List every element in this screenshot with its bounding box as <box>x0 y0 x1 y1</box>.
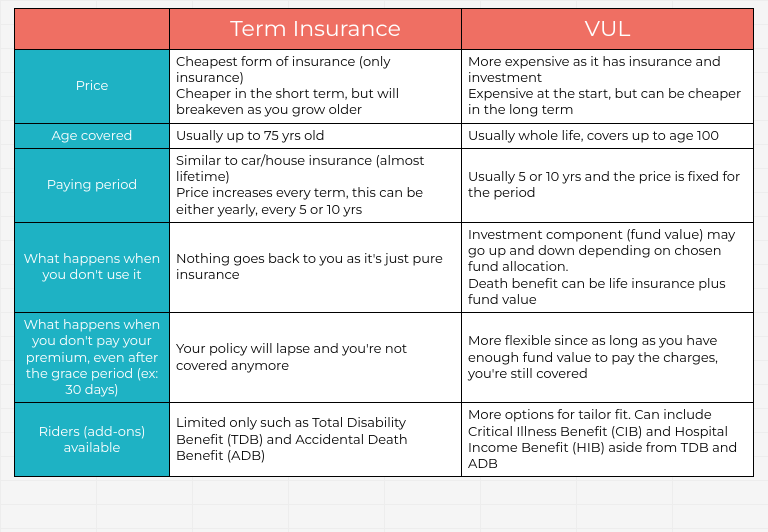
header-blank-cell <box>15 9 170 50</box>
row-label-age: Age covered <box>15 123 170 148</box>
row-label-nonpayment: What happens when you don't pay your pre… <box>15 313 170 403</box>
cell-paying-vul: Usually 5 or 10 yrs and the price is fix… <box>462 148 754 222</box>
table-header-row: Term Insurance VUL <box>15 9 754 50</box>
cell-age-term: Usually up to 75 yrs old <box>170 123 462 148</box>
table-row: Paying period Similar to car/house insur… <box>15 148 754 222</box>
header-term-insurance: Term Insurance <box>170 9 462 50</box>
cell-age-vul: Usually whole life, covers up to age 100 <box>462 123 754 148</box>
cell-nonpayment-vul: More flexible since as long as you have … <box>462 313 754 403</box>
table-row: Age covered Usually up to 75 yrs old Usu… <box>15 123 754 148</box>
cell-unused-vul: Investment component (fund value) may go… <box>462 222 754 312</box>
comparison-table: Term Insurance VUL Price Cheapest form o… <box>14 8 754 477</box>
cell-riders-vul: More options for tailor fit. Can include… <box>462 403 754 477</box>
cell-paying-term: Similar to car/house insurance (almost l… <box>170 148 462 222</box>
table-row: Riders (add-ons) available Limited only … <box>15 403 754 477</box>
row-label-riders: Riders (add-ons) available <box>15 403 170 477</box>
row-label-unused: What happens when you don't use it <box>15 222 170 312</box>
table-body: Price Cheapest form of insurance (only i… <box>15 49 754 477</box>
cell-nonpayment-term: Your policy will lapse and you're not co… <box>170 313 462 403</box>
cell-unused-term: Nothing goes back to you as it's just pu… <box>170 222 462 312</box>
table-row: What happens when you don't pay your pre… <box>15 313 754 403</box>
header-vul: VUL <box>462 9 754 50</box>
row-label-paying-period: Paying period <box>15 148 170 222</box>
table-row: What happens when you don't use it Nothi… <box>15 222 754 312</box>
table-row: Price Cheapest form of insurance (only i… <box>15 49 754 123</box>
comparison-table-container: Term Insurance VUL Price Cheapest form o… <box>14 8 754 477</box>
cell-price-term: Cheapest form of insurance (only insuran… <box>170 49 462 123</box>
row-label-price: Price <box>15 49 170 123</box>
cell-riders-term: Limited only such as Total Disability Be… <box>170 403 462 477</box>
cell-price-vul: More expensive as it has insurance and i… <box>462 49 754 123</box>
